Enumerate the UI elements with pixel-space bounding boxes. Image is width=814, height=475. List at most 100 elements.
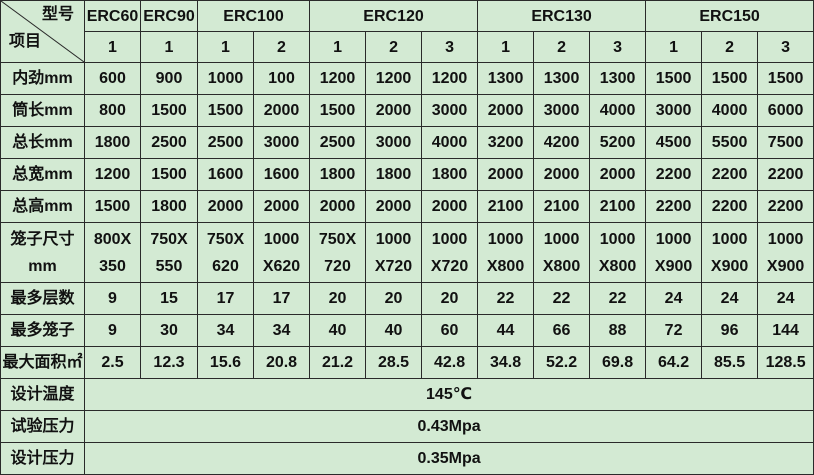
row-label: 设计压力: [0, 442, 85, 475]
data-cell: 2500: [309, 126, 367, 159]
data-cell: 1000 X900: [701, 222, 759, 283]
data-cell: 3200: [477, 126, 535, 159]
data-cell: 1200: [309, 62, 367, 95]
data-cell: 2200: [701, 190, 759, 223]
data-cell: 750X 550: [140, 222, 198, 283]
data-cell: 1500: [645, 62, 703, 95]
data-cell: 2.5: [84, 346, 141, 379]
variant-header: 1: [84, 31, 141, 63]
data-cell: 3000: [533, 94, 591, 127]
data-cell: 1000: [197, 62, 254, 95]
data-cell: 2500: [197, 126, 254, 159]
data-cell: 69.8: [589, 346, 647, 379]
data-cell: 128.5: [757, 346, 814, 379]
row-label: 最多笼子: [0, 314, 85, 347]
data-cell: 34: [252, 314, 311, 347]
data-cell: 5200: [589, 126, 647, 159]
data-cell: 1200: [84, 158, 141, 191]
row-label: 总长mm: [0, 126, 85, 159]
data-cell: 3000: [645, 94, 703, 127]
data-cell: 1800: [421, 158, 479, 191]
data-cell: 1300: [533, 62, 591, 95]
data-cell: 2000: [533, 158, 591, 191]
data-cell: 750X 720: [309, 222, 367, 283]
data-cell: 3000: [421, 94, 479, 127]
diagonal-line: [1, 1, 84, 62]
data-cell: 2000: [477, 158, 535, 191]
data-cell: 2000: [252, 190, 311, 223]
variant-header: 3: [757, 31, 814, 63]
data-cell: 4000: [421, 126, 479, 159]
data-cell: 1500: [309, 94, 367, 127]
data-cell: 2000: [421, 190, 479, 223]
data-cell: 1500: [197, 94, 254, 127]
data-cell: 1500: [140, 158, 198, 191]
data-cell: 15.6: [197, 346, 254, 379]
data-cell: 2000: [589, 158, 647, 191]
row-label: 试验压力: [0, 410, 85, 443]
data-cell: 1500: [84, 190, 141, 223]
model-header: ERC120: [309, 0, 479, 32]
data-cell: 1200: [365, 62, 423, 95]
variant-header: 1: [309, 31, 367, 63]
data-cell: 4000: [589, 94, 647, 127]
data-cell: 96: [701, 314, 759, 347]
merged-value-cell: 0.43Mpa: [83, 410, 814, 443]
data-cell: 1600: [197, 158, 254, 191]
data-cell: 2000: [365, 94, 423, 127]
data-cell: 9: [84, 282, 141, 315]
model-header: ERC60: [84, 0, 141, 32]
data-cell: 1500: [701, 62, 759, 95]
data-cell: 2200: [701, 158, 759, 191]
table-row: 设计压力 0.35Mpa: [0, 442, 814, 475]
data-cell: 64.2: [645, 346, 703, 379]
data-cell: 1800: [365, 158, 423, 191]
data-cell: 42.8: [421, 346, 479, 379]
data-cell: 3000: [252, 126, 311, 159]
data-cell: 88: [589, 314, 647, 347]
data-cell: 1600: [252, 158, 311, 191]
data-cell: 800: [84, 94, 141, 127]
data-cell: 6000: [757, 94, 814, 127]
model-header: ERC150: [645, 0, 814, 32]
merged-value-cell: 0.35Mpa: [83, 442, 814, 475]
data-cell: 2100: [477, 190, 535, 223]
data-cell: 2000: [477, 94, 535, 127]
row-label: 筒长mm: [0, 94, 85, 127]
data-cell: 24: [701, 282, 759, 315]
data-cell: 24: [757, 282, 814, 315]
data-cell: 9: [84, 314, 141, 347]
data-cell: 20: [421, 282, 479, 315]
table-row: 最多笼子 9 30 34 34 40 40 60 44 66 88 72 96 144: [0, 314, 814, 347]
variant-header: 1: [645, 31, 703, 63]
data-cell: 800X 350: [84, 222, 141, 283]
data-cell: 2200: [645, 158, 703, 191]
variant-header: 2: [533, 31, 591, 63]
data-cell: 24: [645, 282, 703, 315]
data-cell: 17: [252, 282, 311, 315]
data-cell: 2000: [197, 190, 254, 223]
row-label: 笼子尺寸 mm: [0, 222, 85, 283]
data-cell: 1000 X720: [365, 222, 423, 283]
variant-header: 2: [252, 31, 311, 63]
variant-header: 2: [365, 31, 423, 63]
data-cell: 2100: [589, 190, 647, 223]
merged-value-cell: 145℃: [83, 378, 814, 411]
data-cell: 100: [252, 62, 311, 95]
variant-header: 2: [701, 31, 759, 63]
data-cell: 4500: [645, 126, 703, 159]
data-cell: 1800: [309, 158, 367, 191]
data-cell: 1000 X900: [645, 222, 703, 283]
variant-header: 3: [421, 31, 479, 63]
data-cell: 72: [645, 314, 703, 347]
table-row: 总高mm 1500 1800 2000 2000 2000 2000 2000 2100 2100…: [0, 190, 814, 223]
data-cell: 1300: [477, 62, 535, 95]
model-header: ERC130: [477, 0, 647, 32]
data-cell: 2200: [757, 190, 814, 223]
table-row: 笼子尺寸 mm 800X 350 750X 550 750X 620 1000 X620…: [0, 222, 814, 283]
data-cell: 1000 X800: [477, 222, 535, 283]
data-cell: 1000 X800: [589, 222, 647, 283]
data-cell: 1200: [421, 62, 479, 95]
table-row: 最大面积㎡ 2.5 12.3 15.6 20.8 21.2 28.5 42.8 34.8 52.2…: [0, 346, 814, 379]
